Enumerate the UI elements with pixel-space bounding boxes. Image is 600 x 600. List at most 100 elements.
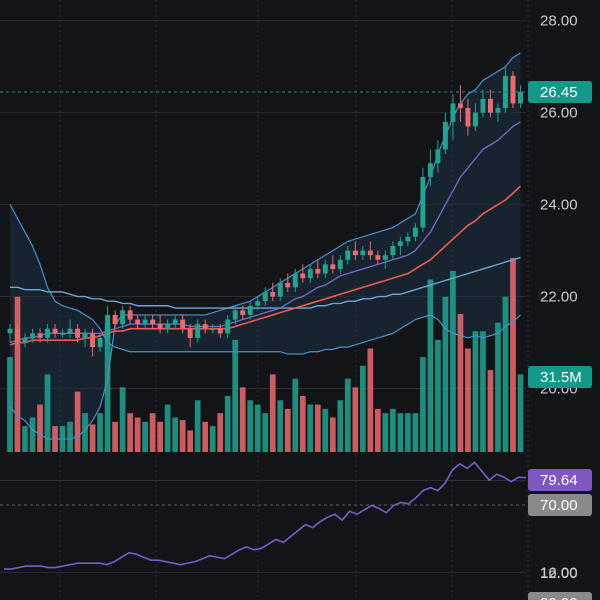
volume-bar [247,400,254,452]
volume-badge: 31.5M [540,369,582,386]
volume-bar [397,413,404,452]
volume-bar [382,413,389,452]
volume-bar [194,400,201,452]
rsi-value-badge: 79.64 [540,472,578,489]
candle-body [60,333,66,335]
price-axis-tick: 24.00 [540,197,578,214]
volume-bar [44,374,51,452]
volume-bar [172,417,179,452]
candle-body [22,337,28,343]
volume-bar [22,426,28,452]
candle-body [412,227,418,237]
candle-body [217,328,223,334]
candle-body [240,310,246,315]
volume-bar [352,387,359,452]
price-axis-tick: 26.00 [540,105,578,122]
candle-body [367,250,373,256]
candle-body [352,250,358,256]
volume-bar [375,408,381,452]
volume-bar [314,404,321,452]
moving-average-short-line [9,121,521,344]
candle-body [330,264,336,269]
moving-average-long-line [10,256,521,309]
candle-body [307,268,313,279]
rsi-level-badge-bg [528,494,592,516]
candle-body [135,319,141,325]
candle-body [435,149,441,164]
volume-bar [487,370,494,452]
volume-bar [435,339,441,452]
candle-body [465,108,471,127]
candle-body [285,282,291,288]
candle-body [315,268,321,274]
candle-body [180,319,186,329]
candle-body [210,328,216,331]
volume-bar [37,404,43,452]
volume-bar [104,322,111,452]
volume-bar [510,257,516,452]
candle-body [7,328,13,334]
volume-bar [495,322,501,452]
bollinger-lower-line [9,204,521,355]
candle-body [360,250,366,256]
candle-body [427,163,433,178]
volume-bar [202,421,209,452]
volume-bar [254,404,261,452]
volume-bar [179,420,186,452]
candle-body [127,310,133,320]
candle-body [142,319,148,325]
volume-bar [299,395,306,452]
volume-bar [517,374,524,452]
volume-bar [269,374,276,452]
volume-bar [239,387,246,452]
volume-bar [142,421,148,452]
candle-body [450,103,456,122]
candle-body [262,291,268,302]
volume-bar [134,417,141,452]
candle-body [337,259,343,269]
last-price-badge: 26.45 [540,84,578,101]
candle-body [165,324,171,329]
volume-bar [322,408,329,452]
candle-body [52,328,58,334]
candle-body [112,314,118,325]
candle-body [232,310,238,320]
volume-bar [209,426,216,452]
candle-body [202,324,208,329]
volume-bar [29,417,36,452]
candle-body [150,319,156,325]
candle-body [345,250,351,260]
volume-bar [97,413,103,452]
volume-bar [412,413,419,452]
rsi-level-badge: 70.00 [540,497,578,514]
volume-bar [232,339,239,452]
candle-body [225,319,231,334]
volume-bar [224,395,231,452]
candle-body [480,98,486,113]
candle-body [37,333,43,338]
candle-body [255,301,261,306]
volume-bar [277,400,284,452]
candle-body [375,255,381,260]
candle-body [105,314,111,338]
candle-body [75,328,81,338]
volume-bar [187,430,194,452]
rsi-line [4,461,527,570]
candle-body [97,337,103,348]
candle-body [172,319,178,325]
candle-body [187,328,193,338]
volume-bar [217,413,224,452]
volume-bar [127,413,133,452]
candle-body [420,177,426,228]
volume-bar [7,357,13,452]
volume-bar [284,408,291,452]
volume-bar [307,404,314,452]
rsi-bottom-badge: 20.00 [540,595,578,600]
candle-body [397,241,403,246]
volume-bar [359,365,366,452]
candle-body [157,324,163,329]
volume-bar [344,378,351,452]
candle-body [457,103,463,109]
